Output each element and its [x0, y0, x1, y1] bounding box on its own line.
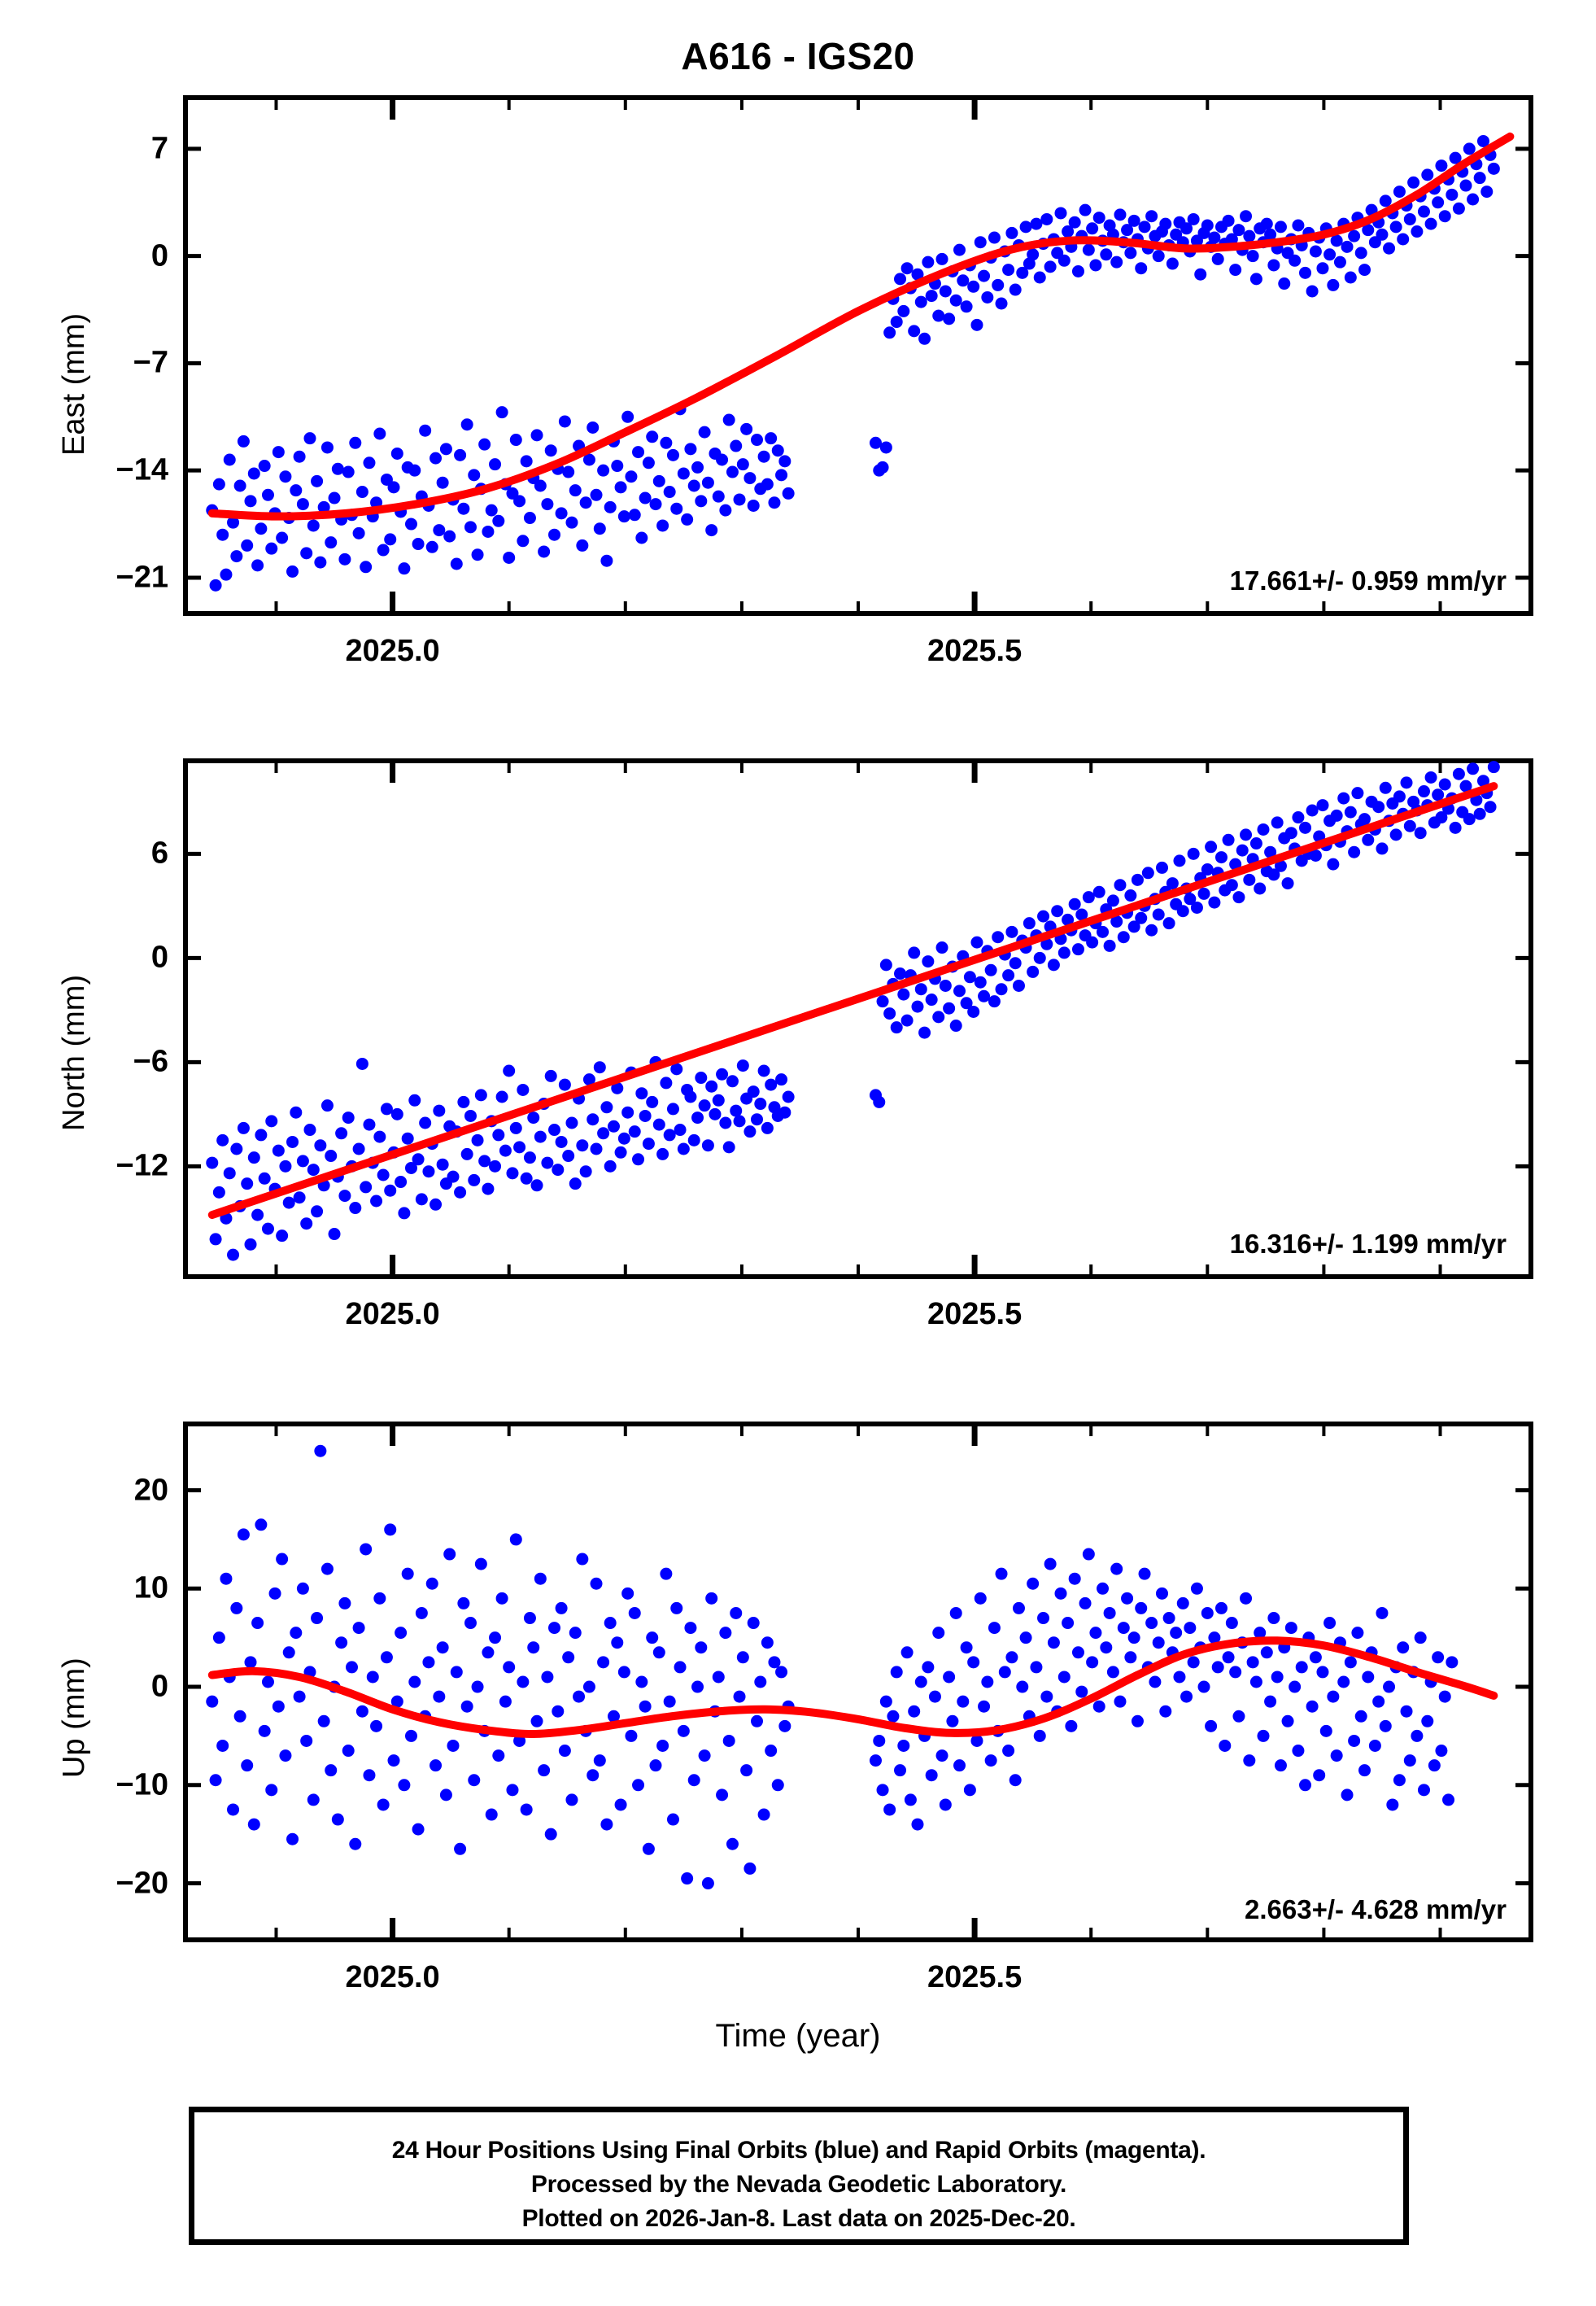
panel-up-scatter-series — [206, 1444, 1459, 1890]
panel-east-fit-line — [207, 132, 1515, 521]
x-axis-title: Time (year) — [715, 2018, 881, 2054]
panel-up-ytick-label: 0 — [150, 1669, 168, 1704]
panel-east-ytick-label: 0 — [150, 238, 168, 273]
panel-north-xtick-label: 2025.5 — [927, 1297, 1023, 1331]
footer-line-1: 24 Hour Positions Using Final Orbits (bl… — [391, 2137, 1206, 2164]
panel-north-plot-area — [183, 758, 1533, 1279]
panel-up-xtick-label: 2025.0 — [345, 1960, 440, 1994]
panel-up-y-axis-label: Up (mm) — [57, 1657, 91, 1778]
panel-up-xtick-label: 2025.5 — [927, 1960, 1023, 1994]
panel-north-ytick-label: 6 — [150, 836, 168, 871]
panel-east — [183, 95, 1533, 616]
panel-north-rate-annotation: 16.316+/- 1.199 mm/yr — [1229, 1229, 1507, 1259]
panel-up-rate-annotation: 2.663+/- 4.628 mm/yr — [1245, 1894, 1507, 1924]
panel-north-ytick-label: 0 — [150, 940, 168, 975]
panel-east-y-axis-label: East (mm) — [57, 312, 91, 456]
panel-east-ytick-label: 7 — [150, 131, 168, 166]
panel-north-ytick-label: −12 — [116, 1148, 168, 1183]
footer-line-2: Processed by the Nevada Geodetic Laborat… — [530, 2171, 1067, 2198]
panel-up-ytick-label: −10 — [116, 1767, 168, 1802]
panel-east-xtick-label: 2025.5 — [927, 634, 1023, 668]
panel-up-fit-line — [207, 1636, 1498, 1738]
panel-north-fit-line — [207, 782, 1498, 1220]
footer-legend-box: 24 Hour Positions Using Final Orbits (bl… — [189, 2107, 1409, 2245]
panel-north-xtick-label: 2025.0 — [345, 1297, 440, 1331]
panel-east-ytick-label: −7 — [133, 345, 168, 380]
page-title: A616 - IGS20 — [681, 35, 915, 77]
panel-up-frame — [183, 1422, 1533, 1942]
panel-up-ytick-label: 20 — [133, 1473, 168, 1508]
panel-north-ytick-label: −6 — [133, 1044, 168, 1079]
footer-line-3: Plotted on 2026-Jan-8. Last data on 2025… — [521, 2205, 1076, 2232]
panel-east-rate-annotation: 17.661+/- 0.959 mm/yr — [1229, 566, 1507, 596]
panel-east-xtick-label: 2025.0 — [345, 634, 440, 668]
panel-east-ytick-label: −14 — [116, 452, 168, 487]
panel-up — [183, 1422, 1533, 1942]
panel-north — [183, 758, 1533, 1279]
footer-text: 24 Hour Positions Using Final Orbits (bl… — [194, 2133, 1403, 2236]
panel-up-plot-area — [183, 1422, 1533, 1942]
panel-north-scatter-series — [206, 761, 1500, 1261]
panel-east-plot-area — [183, 95, 1533, 616]
panel-up-ytick-label: 10 — [133, 1570, 168, 1605]
panel-east-scatter-series — [206, 134, 1500, 592]
panel-north-y-axis-label: North (mm) — [57, 974, 91, 1131]
panel-up-ytick-label: −20 — [116, 1866, 168, 1901]
panel-east-ytick-label: −21 — [116, 560, 168, 595]
